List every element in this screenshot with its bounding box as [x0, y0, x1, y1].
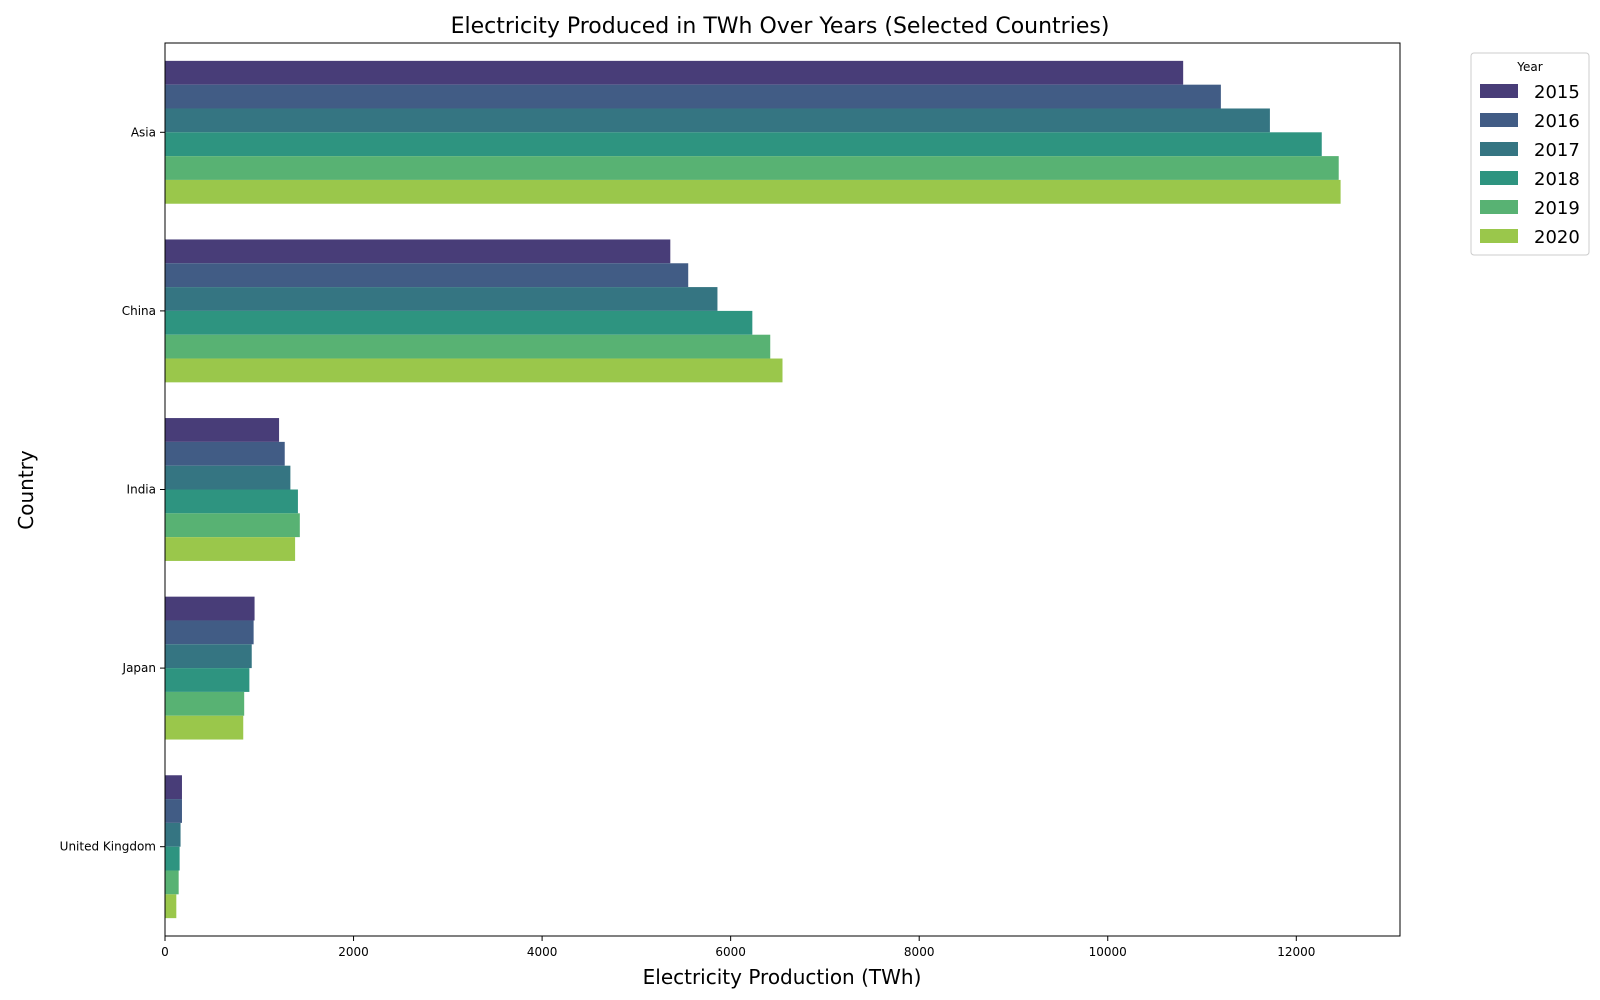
y-tick-label: China	[122, 304, 156, 318]
bar-india-2018	[165, 489, 298, 514]
y-tick-label: India	[127, 483, 156, 497]
legend-swatch-2019	[1480, 200, 1518, 214]
bar-united-kingdom-2015	[165, 775, 182, 800]
legend-label-2017: 2017	[1534, 140, 1580, 161]
bar-japan-2020	[165, 715, 244, 740]
x-tick-label: 2000	[338, 945, 369, 959]
bar-japan-2019	[165, 691, 245, 716]
bar-india-2017	[165, 465, 291, 490]
bar-asia-2018	[165, 132, 1322, 157]
bar-united-kingdom-2020	[165, 894, 177, 919]
bar-asia-2020	[165, 179, 1341, 204]
bar-china-2019	[165, 334, 771, 359]
legend-title: Year	[1516, 60, 1542, 74]
chart-title: Electricity Produced in TWh Over Years (…	[451, 14, 1110, 39]
x-axis-title: Electricity Production (TWh)	[643, 965, 922, 989]
legend-swatch-2017	[1480, 142, 1518, 156]
bar-india-2015	[165, 418, 280, 442]
x-tick-label: 10000	[1089, 945, 1127, 959]
x-tick-label: 12000	[1277, 945, 1315, 959]
legend-swatch-2018	[1480, 171, 1518, 185]
y-tick-label: Asia	[131, 125, 156, 139]
legend-swatch-2015	[1480, 84, 1518, 98]
x-tick-label: 4000	[527, 945, 558, 959]
bar-asia-2016	[165, 84, 1221, 109]
bar-india-2016	[165, 441, 285, 466]
legend-label-2020: 2020	[1534, 227, 1580, 248]
bar-asia-2017	[165, 108, 1270, 133]
x-tick-label: 0	[161, 945, 169, 959]
legend-label-2016: 2016	[1534, 111, 1580, 132]
bar-india-2020	[165, 537, 296, 561]
bar-united-kingdom-2017	[165, 822, 181, 847]
legend-label-2019: 2019	[1534, 198, 1580, 219]
bar-china-2020	[165, 358, 783, 383]
bar-china-2015	[165, 239, 671, 264]
y-tick-label: United Kingdom	[60, 840, 156, 854]
y-axis-title: Country	[14, 450, 38, 530]
y-tick-label: Japan	[122, 661, 156, 675]
bar-asia-2019	[165, 156, 1339, 180]
x-tick-label: 8000	[904, 945, 935, 959]
bars-layer	[165, 60, 1341, 919]
legend: Year 2015 2016 2017 2018 2019 2020	[1470, 52, 1590, 256]
legend-swatch-2020	[1480, 229, 1518, 243]
bar-china-2018	[165, 310, 753, 335]
legend-items: 2015 2016 2017 2018 2019 2020	[1480, 82, 1580, 248]
bar-china-2017	[165, 287, 718, 311]
bar-united-kingdom-2018	[165, 846, 180, 871]
bar-japan-2016	[165, 620, 254, 645]
x-axis: 0 2000 4000 6000 8000 10000 12000	[161, 936, 1315, 959]
legend-label-2018: 2018	[1534, 169, 1580, 190]
bar-united-kingdom-2019	[165, 870, 179, 895]
legend-label-2015: 2015	[1534, 82, 1580, 103]
bar-japan-2015	[165, 596, 255, 621]
bar-united-kingdom-2016	[165, 799, 182, 823]
bar-asia-2015	[165, 60, 1184, 85]
bar-japan-2018	[165, 668, 250, 692]
x-tick-label: 6000	[715, 945, 746, 959]
y-axis: Asia China India Japan United Kingdom	[60, 125, 165, 854]
bar-japan-2017	[165, 644, 252, 669]
legend-swatch-2016	[1480, 113, 1518, 127]
bar-china-2016	[165, 263, 689, 288]
bar-india-2019	[165, 513, 300, 538]
